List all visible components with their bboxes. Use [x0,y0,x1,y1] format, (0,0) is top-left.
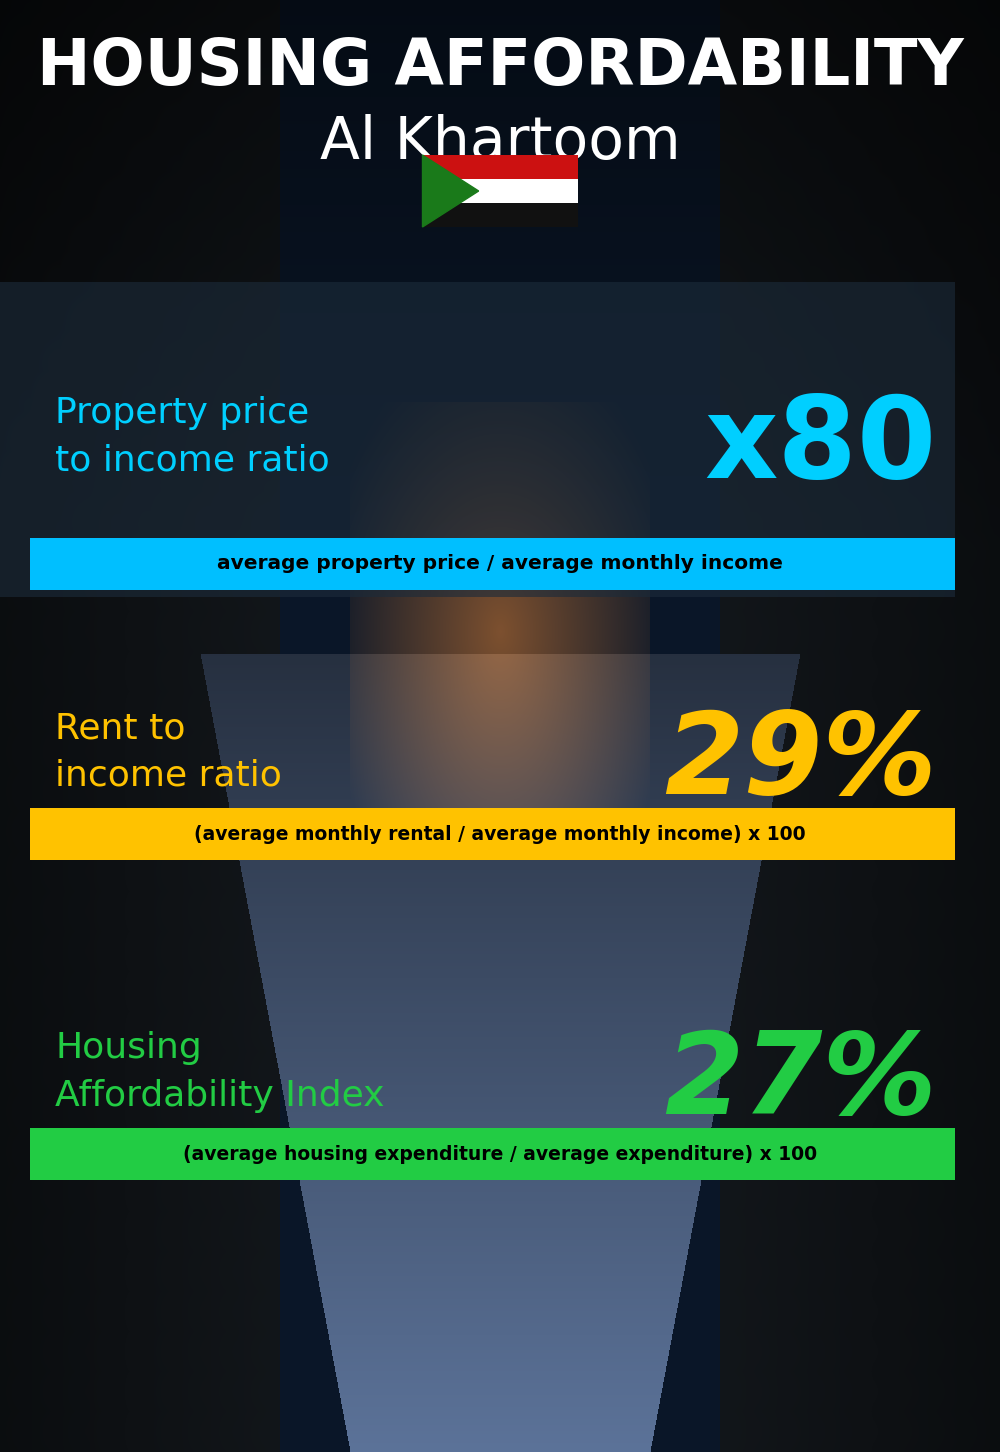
FancyBboxPatch shape [0,282,955,597]
FancyBboxPatch shape [422,155,578,179]
Text: (average monthly rental / average monthly income) x 100: (average monthly rental / average monthl… [194,825,806,844]
FancyBboxPatch shape [422,179,578,203]
Text: 29%: 29% [664,707,936,817]
Text: Property price
to income ratio: Property price to income ratio [55,396,330,478]
Polygon shape [422,155,479,227]
Text: Rent to
income ratio: Rent to income ratio [55,711,282,793]
FancyBboxPatch shape [30,1128,955,1180]
Text: Housing
Affordability Index: Housing Affordability Index [55,1031,384,1112]
Text: x80: x80 [704,392,936,502]
Text: 27%: 27% [664,1027,936,1137]
FancyBboxPatch shape [30,807,955,860]
FancyBboxPatch shape [30,539,955,590]
FancyBboxPatch shape [422,203,578,227]
Text: HOUSING AFFORDABILITY: HOUSING AFFORDABILITY [37,36,963,97]
Text: Al Khartoom: Al Khartoom [320,113,680,170]
Text: (average housing expenditure / average expenditure) x 100: (average housing expenditure / average e… [183,1144,817,1163]
Text: average property price / average monthly income: average property price / average monthly… [217,555,783,574]
